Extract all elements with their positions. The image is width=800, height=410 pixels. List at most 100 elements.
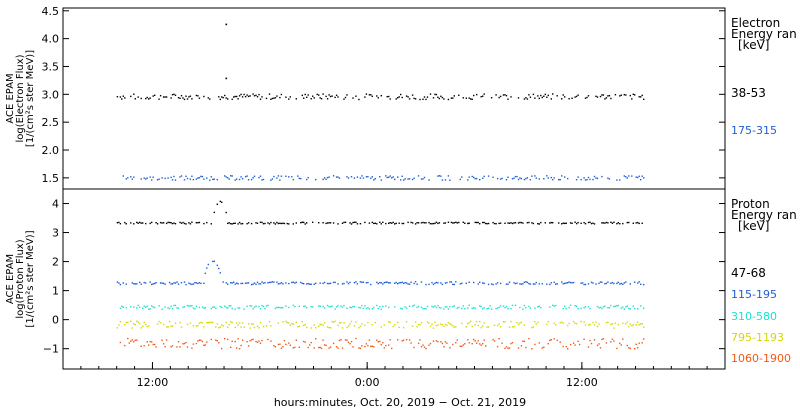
point-38-53 xyxy=(225,97,227,99)
point-1060-1900 xyxy=(402,339,405,341)
point-38-53 xyxy=(273,97,275,99)
point-310-580 xyxy=(164,306,166,308)
point-795-1193 xyxy=(359,325,362,327)
point-1060-1900 xyxy=(136,339,138,341)
point-310-580 xyxy=(564,305,566,308)
point-310-580 xyxy=(577,308,579,310)
point-175-315 xyxy=(447,175,450,177)
point-310-580 xyxy=(502,305,505,307)
point-47-68 xyxy=(416,222,418,224)
point-115-195 xyxy=(326,282,329,285)
point-175-315 xyxy=(326,176,329,179)
point-47-68 xyxy=(356,223,359,225)
point-310-580 xyxy=(276,306,278,309)
point-1060-1900 xyxy=(464,343,466,345)
point-310-580 xyxy=(625,306,627,308)
point-47-68 xyxy=(139,221,141,224)
point-47-68 xyxy=(452,222,454,224)
point-310-580 xyxy=(505,305,508,308)
point-175-315 xyxy=(461,176,463,178)
point-47-68 xyxy=(420,222,423,224)
point-175-315 xyxy=(561,175,563,177)
point-795-1193 xyxy=(341,327,344,329)
point-795-1193 xyxy=(315,327,317,329)
point-310-580 xyxy=(149,308,151,310)
point-47-68 xyxy=(495,223,497,225)
point-38-53 xyxy=(482,95,484,97)
point-310-580 xyxy=(587,306,590,308)
point-1060-1900 xyxy=(230,346,232,348)
point-795-1193 xyxy=(480,326,482,329)
point-47-68 xyxy=(499,222,502,224)
point-1060-1900 xyxy=(565,345,567,348)
point-310-580 xyxy=(443,308,445,310)
point-1060-1900 xyxy=(197,340,199,342)
point-1060-1900 xyxy=(179,346,181,348)
point-1060-1900 xyxy=(218,342,220,344)
point-795-1193 xyxy=(140,327,142,329)
point-38-53 xyxy=(596,96,599,98)
point-310-580 xyxy=(462,305,464,307)
point-38-53 xyxy=(179,97,181,99)
point-115-195 xyxy=(332,281,335,284)
point-1060-1900 xyxy=(601,338,603,341)
point-1060-1900 xyxy=(215,339,217,341)
point-38-53 xyxy=(318,94,320,96)
point-1060-1900 xyxy=(171,345,174,347)
point-38-53 xyxy=(437,96,439,98)
point-175-315 xyxy=(543,178,545,180)
point-310-580 xyxy=(417,305,420,308)
point-115-195 xyxy=(520,283,523,285)
point-310-580 xyxy=(340,305,342,307)
point-115-195 xyxy=(151,283,153,286)
point-795-1193 xyxy=(168,320,171,323)
point-47-68 xyxy=(474,221,476,224)
point-310-580 xyxy=(552,304,554,306)
point-47-68 xyxy=(221,201,223,203)
point-1060-1900 xyxy=(598,343,600,345)
point-115-195 xyxy=(592,282,594,284)
point-1060-1900 xyxy=(285,343,287,346)
point-38-53 xyxy=(401,96,403,99)
point-47-68 xyxy=(398,222,400,224)
point-38-53 xyxy=(368,94,371,96)
point-38-53 xyxy=(564,96,566,98)
point-310-580 xyxy=(376,304,378,307)
point-795-1193 xyxy=(225,321,227,324)
point-47-68 xyxy=(456,222,458,224)
point-115-195 xyxy=(492,283,494,286)
point-115-195 xyxy=(233,281,235,283)
point-175-315 xyxy=(362,177,365,179)
point-1060-1900 xyxy=(493,340,496,342)
point-38-53 xyxy=(158,98,160,100)
point-175-315 xyxy=(228,178,230,180)
e-y-tick-label: 2.5 xyxy=(42,116,60,129)
point-795-1193 xyxy=(303,324,305,327)
point-1060-1900 xyxy=(397,339,399,341)
point-1060-1900 xyxy=(274,346,277,348)
point-795-1193 xyxy=(416,326,418,328)
point-175-315 xyxy=(534,175,536,177)
point-310-580 xyxy=(359,307,362,309)
point-795-1193 xyxy=(402,327,405,329)
point-310-580 xyxy=(246,305,248,307)
point-1060-1900 xyxy=(517,347,520,349)
point-175-315 xyxy=(225,176,227,178)
point-115-195 xyxy=(616,282,618,285)
point-47-68 xyxy=(477,221,479,224)
point-38-53 xyxy=(162,96,165,98)
point-38-53 xyxy=(188,96,190,98)
point-47-68 xyxy=(268,223,271,225)
point-795-1193 xyxy=(613,327,615,329)
point-47-68 xyxy=(349,222,351,224)
point-175-315 xyxy=(507,176,509,178)
point-795-1193 xyxy=(247,323,250,325)
point-1060-1900 xyxy=(492,339,494,341)
point-47-68 xyxy=(373,222,375,225)
point-175-315 xyxy=(628,175,630,177)
point-1060-1900 xyxy=(298,346,300,348)
point-115-195 xyxy=(174,282,177,284)
point-47-68 xyxy=(511,222,514,225)
point-310-580 xyxy=(358,306,360,309)
point-38-53 xyxy=(171,94,174,96)
